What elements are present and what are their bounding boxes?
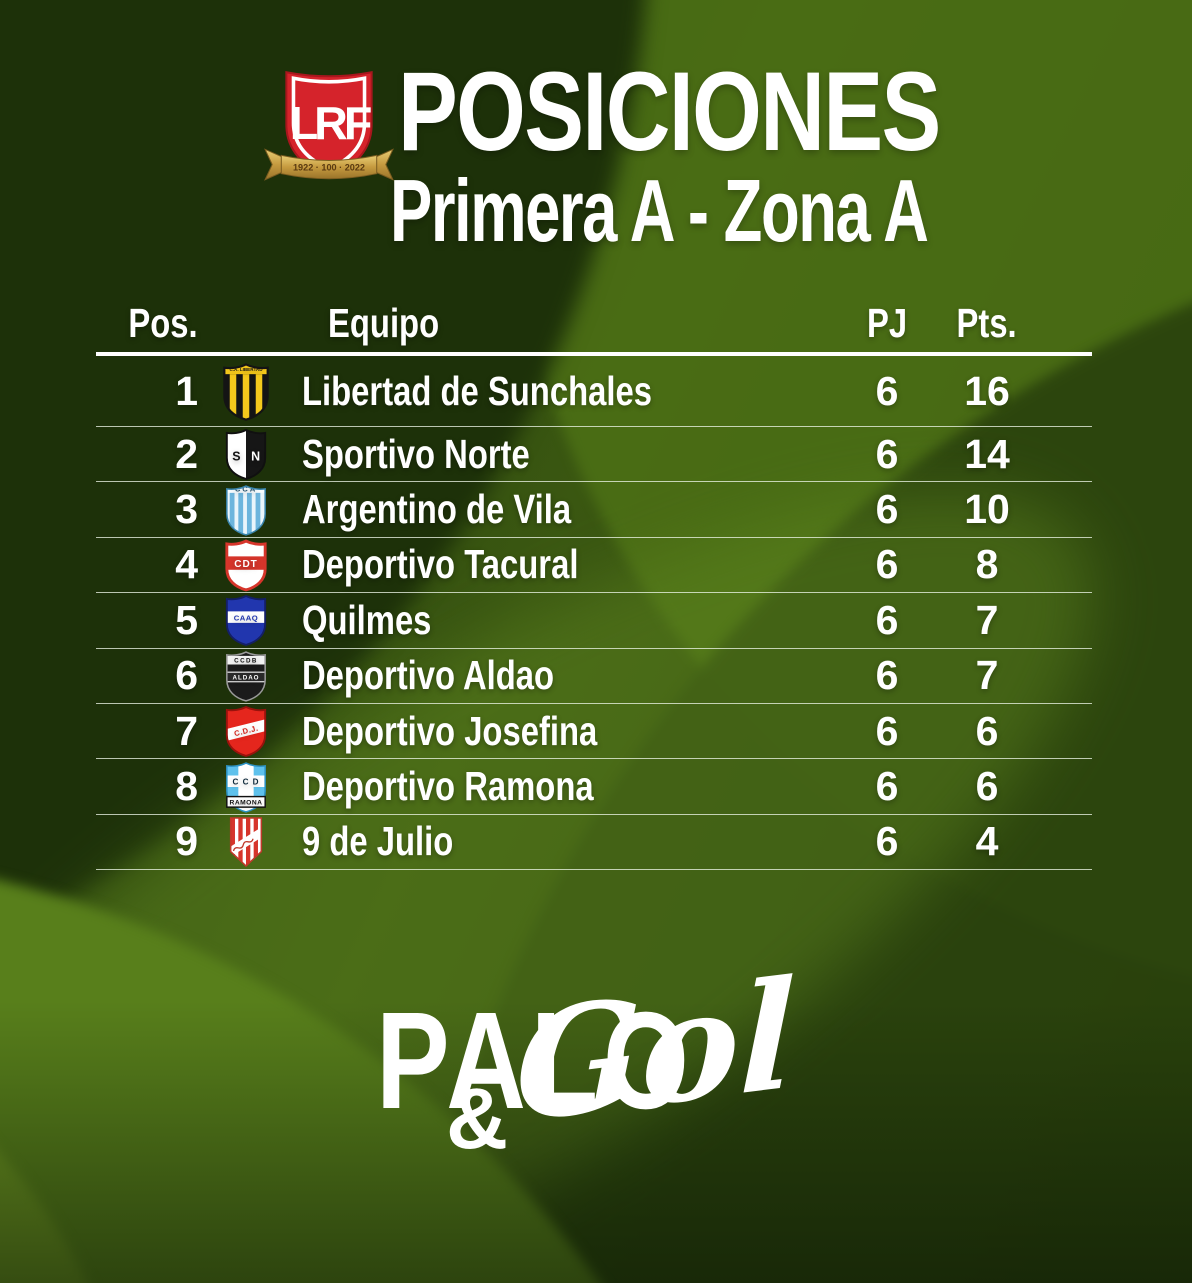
page-title: POSICIONES (398, 49, 941, 174)
badge-text: CDT (234, 559, 258, 570)
badge-text: CCA (235, 484, 257, 493)
team-name: Libertad de Sunchales (302, 367, 652, 414)
pj-value: 6 (875, 763, 899, 810)
pts-value: 8 (975, 541, 999, 588)
pos-value: 6 (175, 652, 198, 699)
table-row: 5 CAAQ Quilmes 6 7 (96, 593, 1092, 649)
table-row: 9 9 de Julio 6 4 (96, 815, 1092, 871)
team-name: Sportivo Norte (302, 430, 530, 477)
pj-value: 6 (875, 486, 899, 533)
pj-value: 6 (875, 596, 899, 643)
team-name: Argentino de Vila (302, 486, 572, 533)
team-name: Deportivo Ramona (302, 763, 594, 810)
badge-text: C.A. LIBERTAD (229, 366, 263, 371)
badge-cell: C.A. LIBERTAD (206, 361, 286, 422)
sportivo-norte-badge-icon: S N (225, 429, 267, 481)
argentino-de-vila-badge-icon: CCA (226, 484, 266, 536)
pj-value: 6 (875, 367, 899, 414)
pos-value: 9 (175, 818, 198, 865)
pts-value: 16 (964, 367, 1010, 414)
table-row: 7 C.D.J. Deportivo Josefina 6 6 (96, 704, 1092, 760)
badge-cell: CCDB ALDAO (206, 649, 286, 703)
badge-cell (206, 815, 286, 869)
team-name: Deportivo Josefina (302, 707, 598, 754)
pj-value: 6 (875, 541, 899, 588)
brand-word-palo: PALO (376, 984, 694, 1138)
deportivo-josefina-badge-icon: C.D.J. (225, 706, 267, 758)
deportivo-ramona-badge-icon: C C D RAMONA (226, 761, 266, 813)
badge-cell: C C D RAMONA (206, 760, 286, 814)
lrf-letters: LRF (290, 97, 371, 149)
badge-text: ALDAO (233, 674, 260, 681)
pts-value: 6 (975, 707, 999, 754)
palo-y-gol-brand-logo: PALO & Gol (376, 946, 816, 1192)
pos-value: 4 (175, 541, 198, 588)
table-row: 8 C C D RAMONA Deportivo Ramona 6 6 (96, 759, 1092, 815)
pts-value: 4 (975, 818, 999, 865)
brand-word-gol: Gol (514, 945, 797, 1156)
badge-text: CAAQ (234, 614, 258, 623)
quilmes-badge-icon: CAAQ (225, 595, 267, 647)
pj-value: 6 (875, 430, 899, 477)
pos-value: 8 (175, 763, 198, 810)
team-name: Quilmes (302, 596, 432, 643)
libertad-de-sunchales-badge-icon: C.A. LIBERTAD (223, 362, 269, 421)
pts-value: 7 (975, 596, 999, 643)
pos-value: 3 (175, 486, 198, 533)
badge-text: N (251, 450, 260, 464)
table-row: 4 CDT Deportivo Tacural 6 8 (96, 538, 1092, 594)
column-header-team: Equipo (328, 300, 440, 346)
badge-cell: S N (206, 427, 286, 481)
table-row: 3 CCA Argentino de Vila 6 10 (96, 482, 1092, 538)
pts-value: 10 (964, 486, 1010, 533)
pj-value: 6 (875, 818, 899, 865)
pts-value: 6 (975, 763, 999, 810)
badge-text: S (232, 450, 240, 464)
badge-cell: CCA (206, 483, 286, 537)
deportivo-aldao-badge-icon: CCDB ALDAO (226, 650, 266, 702)
badge-cell: CAAQ (206, 593, 286, 647)
team-name: 9 de Julio (302, 818, 454, 865)
badge-cell: CDT (206, 538, 286, 592)
page-subtitle: Primera A - Zona A (390, 161, 929, 260)
column-header-pj: PJ (866, 300, 908, 346)
badge-cell: C.D.J. (206, 704, 286, 758)
pos-value: 7 (175, 707, 198, 754)
pos-value: 1 (175, 367, 198, 414)
team-name: Deportivo Tacural (302, 541, 579, 588)
badge-text: RAMONA (230, 799, 263, 806)
table-header-row: Pos. Equipo PJ Pts. (96, 295, 1092, 356)
lrf-centenary-text: 1922 · 100 · 2022 (293, 163, 365, 173)
badge-text: CCDB (234, 657, 258, 664)
pos-value: 5 (175, 596, 198, 643)
table-row: 6 CCDB ALDAO Deportivo Aldao 6 7 (96, 649, 1092, 704)
pts-value: 14 (964, 430, 1010, 477)
team-name: Deportivo Aldao (302, 652, 555, 699)
pj-value: 6 (875, 652, 899, 699)
standings-table: Pos. Equipo PJ Pts. 1 C.A. LIBERTAD (96, 295, 1092, 871)
column-header-pos: Pos. (128, 300, 198, 346)
badge-text: C C D (233, 777, 260, 786)
column-header-pts: Pts. (956, 300, 1018, 346)
table-row: 2 S N Sportivo Norte 6 14 (96, 427, 1092, 483)
pts-value: 7 (975, 652, 999, 699)
table-row: 1 C.A. LIBERTAD Libertad de Sunchales 6 … (96, 356, 1092, 427)
brand-ampersand: & (446, 1071, 509, 1167)
nueve-de-julio-badge-icon (229, 817, 263, 867)
pos-value: 2 (175, 430, 198, 477)
deportivo-tacural-badge-icon: CDT (225, 539, 267, 592)
lrf-league-logo-icon: LRF 1922 · 100 · 2022 (264, 70, 394, 181)
pj-value: 6 (875, 707, 899, 754)
